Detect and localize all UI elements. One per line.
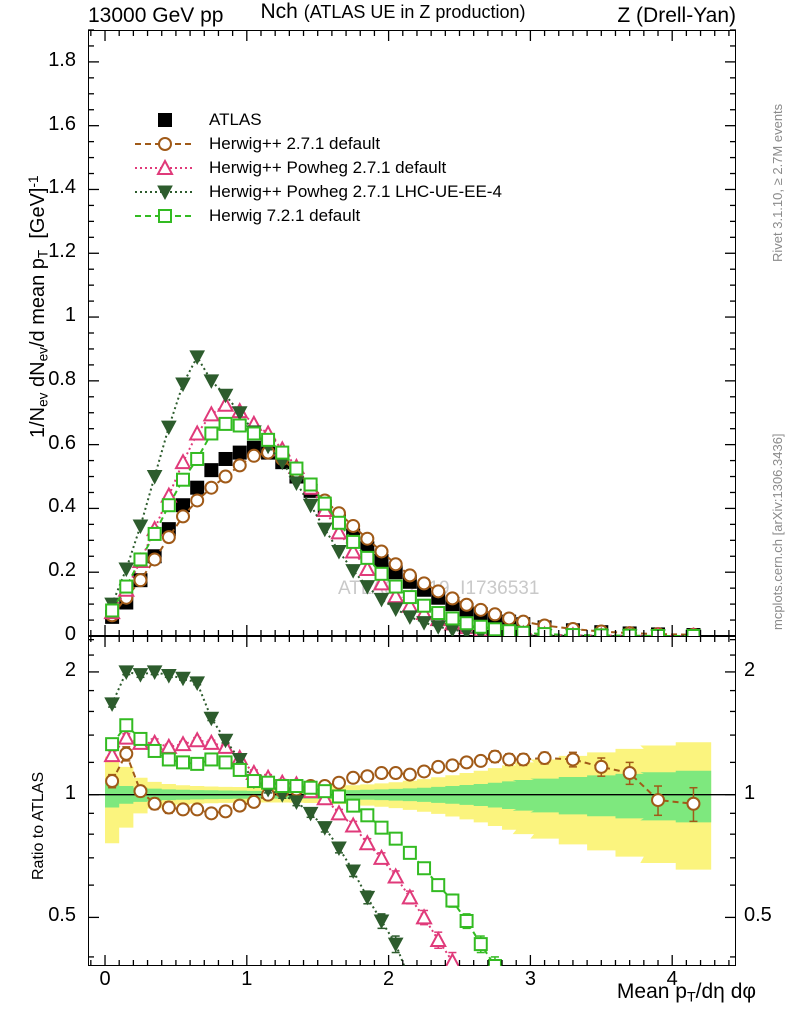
legend-marker-icon <box>133 110 197 130</box>
x-tick-label: 0 <box>99 968 111 990</box>
x-tick-label: 3 <box>524 968 536 990</box>
y-tick-label-ratio-right: 0.5 <box>744 904 772 927</box>
ratio-plot-frame <box>88 636 736 966</box>
legend: ATLAS Herwig++ 2.7.1 default Herwig++ Powh… <box>133 108 502 228</box>
page-title: Nch (ATLAS UE in Z production) <box>0 0 786 24</box>
y-tick-label-main: 0 <box>64 623 76 645</box>
plot-title-main: Nch <box>260 0 298 23</box>
beam-energy-label: 13000 GeV pp <box>88 4 224 27</box>
y-tick-label-main: 1 <box>64 304 76 327</box>
legend-marker-icon <box>133 158 197 178</box>
x-tick-label: 4 <box>666 968 678 990</box>
y-tick-label-main: 1.2 <box>48 240 76 263</box>
y-tick-label-main: 0.2 <box>48 559 76 582</box>
y-tick-label-ratio-right: 2 <box>744 658 756 681</box>
legend-item[interactable]: Herwig 7.2.1 default <box>133 204 502 228</box>
legend-marker-icon <box>133 206 197 226</box>
y-tick-label-ratio: 0.5 <box>48 904 76 927</box>
legend-item[interactable]: Herwig++ Powheg 2.7.1 LHC-UE-EE-4 <box>133 180 502 204</box>
y-tick-label-main: 1.4 <box>48 176 76 199</box>
legend-marker-icon <box>133 134 197 154</box>
y-tick-label-ratio-right: 1 <box>744 781 756 804</box>
y-tick-label-main: 0.4 <box>48 495 76 518</box>
plot-title-sub: (ATLAS UE in Z production) <box>303 2 526 22</box>
x-tick-label: 1 <box>241 968 253 990</box>
process-label: Z (Drell-Yan) <box>617 4 736 27</box>
y-tick-label-main: 0.6 <box>48 431 76 454</box>
legend-label: ATLAS <box>209 110 262 129</box>
legend-label: Herwig++ Powheg 2.7.1 default <box>209 158 447 177</box>
x-axis-label: Mean pT/dη dφ <box>616 980 756 1006</box>
y-tick-label-main: 1.6 <box>48 112 76 135</box>
y-tick-label-main: 1.8 <box>48 48 76 71</box>
legend-item[interactable]: ATLAS <box>133 108 502 132</box>
legend-item[interactable]: Herwig++ Powheg 2.7.1 default <box>133 156 502 180</box>
y-tick-label-ratio: 2 <box>64 658 76 681</box>
legend-item[interactable]: Herwig++ 2.7.1 default <box>133 132 502 156</box>
y-tick-label-ratio: 1 <box>64 781 76 804</box>
y-tick-label-main: 0.8 <box>48 367 76 390</box>
legend-marker-icon <box>133 182 197 202</box>
legend-label: Herwig++ 2.7.1 default <box>209 134 381 153</box>
legend-label: Herwig++ Powheg 2.7.1 LHC-UE-EE-4 <box>209 182 502 201</box>
x-tick-label: 2 <box>383 968 395 990</box>
legend-label: Herwig 7.2.1 default <box>209 206 361 225</box>
